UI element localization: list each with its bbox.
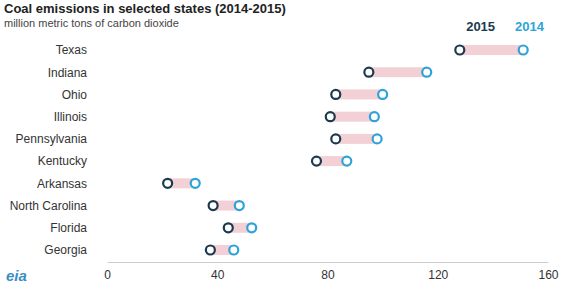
x-axis: 0 40 80 120 160 xyxy=(104,262,559,282)
point xyxy=(191,179,200,188)
y-tick: Arkansas xyxy=(37,177,87,191)
point xyxy=(209,201,218,210)
y-tick: Georgia xyxy=(44,243,87,257)
x-tick: 40 xyxy=(211,262,225,282)
plot-area xyxy=(163,45,528,255)
point xyxy=(364,68,373,77)
connector xyxy=(330,112,374,122)
y-tick: Texas xyxy=(56,43,87,57)
point xyxy=(326,112,335,121)
point xyxy=(229,246,238,255)
legend: 2014 2015 xyxy=(466,19,545,34)
connector xyxy=(336,134,377,144)
category-label: Kentucky xyxy=(38,154,87,168)
legend-entry: 2014 xyxy=(515,19,545,34)
point xyxy=(519,46,528,55)
point xyxy=(206,246,215,255)
connector xyxy=(460,45,523,55)
category-label: Ohio xyxy=(62,88,88,102)
point xyxy=(370,112,379,121)
y-tick: Ohio xyxy=(62,88,88,102)
category-label: Florida xyxy=(50,221,87,235)
point xyxy=(247,223,256,232)
y-tick: Kentucky xyxy=(38,154,87,168)
category-label: North Carolina xyxy=(10,199,88,213)
category-label: Indiana xyxy=(48,66,88,80)
point xyxy=(312,157,321,166)
point xyxy=(378,90,387,99)
x-tick: 120 xyxy=(428,262,448,282)
x-tick: 80 xyxy=(321,262,335,282)
title: Coal emissions in selected states (2014-… xyxy=(4,1,286,16)
subtitle: million metric tons of carbon dioxide xyxy=(4,17,179,29)
y-tick: Florida xyxy=(50,221,87,235)
category-label: Arkansas xyxy=(37,177,87,191)
x-tick-label: 0 xyxy=(104,268,111,282)
y-tick: Indiana xyxy=(48,66,88,80)
logo: eia xyxy=(6,267,27,284)
x-tick: 160 xyxy=(538,262,558,282)
category-label: Georgia xyxy=(44,243,87,257)
x-tick-label: 120 xyxy=(428,268,448,282)
point xyxy=(224,223,233,232)
legend-entry: 2015 xyxy=(466,19,495,34)
y-axis: Texas Indiana Ohio Illinois Pennsylvania Kent… xyxy=(10,43,88,257)
point xyxy=(455,46,464,55)
x-tick-label: 40 xyxy=(211,268,225,282)
point xyxy=(331,134,340,143)
x-tick-label: 80 xyxy=(321,268,335,282)
point xyxy=(235,201,244,210)
chart: Coal emissions in selected states (2014-… xyxy=(0,0,566,288)
point xyxy=(163,179,172,188)
point xyxy=(373,134,382,143)
point xyxy=(422,68,431,77)
category-label: Illinois xyxy=(54,110,87,124)
connector xyxy=(336,89,383,99)
x-axis-line xyxy=(108,262,549,263)
y-tick: Pennsylvania xyxy=(16,132,88,146)
connector xyxy=(369,67,427,77)
category-label: Texas xyxy=(56,43,87,57)
y-tick: North Carolina xyxy=(10,199,88,213)
x-tick-label: 160 xyxy=(538,268,558,282)
category-label: Pennsylvania xyxy=(16,132,88,146)
x-tick: 0 xyxy=(104,262,111,282)
y-tick: Illinois xyxy=(54,110,87,124)
point xyxy=(342,157,351,166)
point xyxy=(331,90,340,99)
